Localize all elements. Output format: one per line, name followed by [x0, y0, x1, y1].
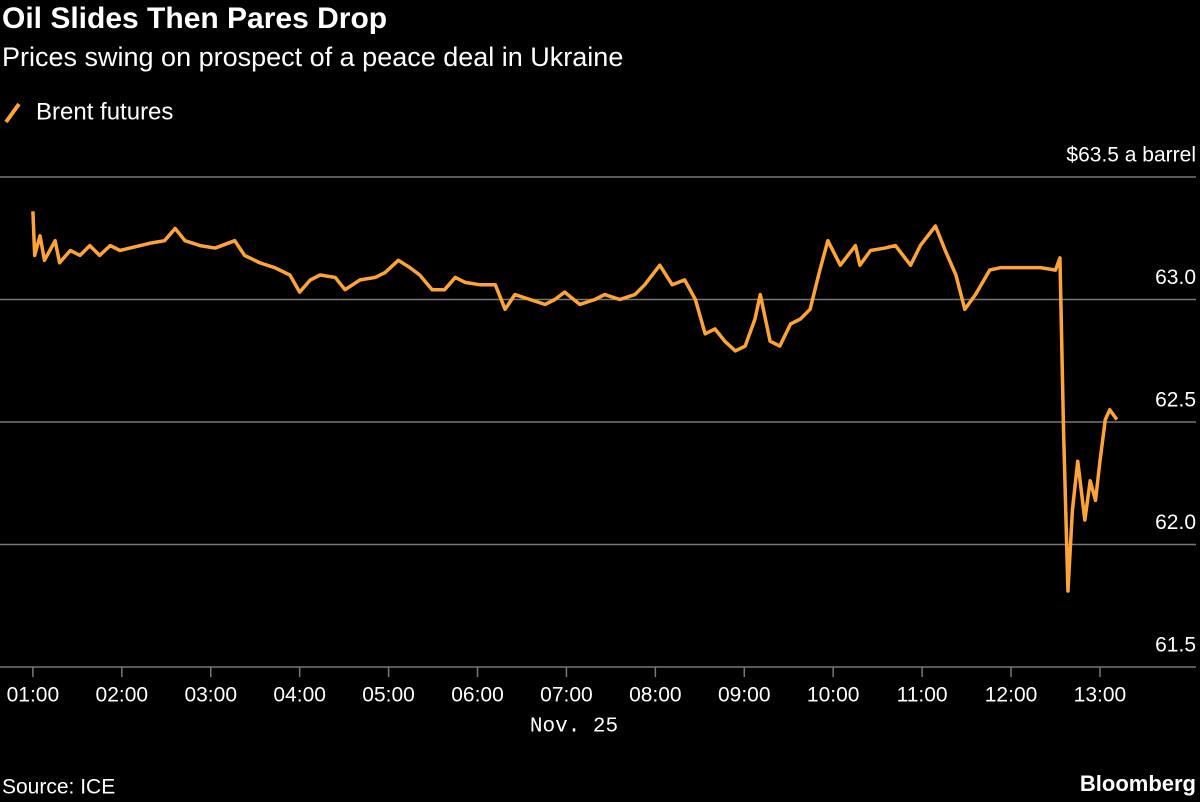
x-tick-label: 12:00 [985, 684, 1038, 707]
x-tick-label: 07:00 [540, 684, 593, 707]
legend-swatch [4, 102, 21, 124]
legend-label: Brent futures [36, 98, 173, 125]
x-tick-label: 10:00 [807, 684, 860, 707]
x-axis-label: Nov. 25 [530, 716, 618, 739]
y-tick-label: 63.0 [1155, 266, 1196, 289]
chart-title: Oil Slides Then Pares Drop [2, 2, 387, 35]
x-tick-label: 11:00 [897, 684, 948, 707]
x-tick-label: 05:00 [362, 684, 415, 707]
y-tick-label: 62.0 [1155, 511, 1196, 534]
x-tick-label: 09:00 [718, 684, 771, 707]
x-tick-label: 04:00 [273, 684, 326, 707]
x-tick-label: 06:00 [451, 684, 504, 707]
source: Source: ICE [2, 776, 115, 799]
chart-subtitle: Prices swing on prospect of a peace deal… [2, 42, 623, 72]
brand: Bloomberg [1080, 771, 1196, 796]
x-tick-label: 13:00 [1074, 684, 1127, 707]
x-tick-label: 08:00 [629, 684, 682, 707]
y-tick-label: 61.5 [1155, 634, 1196, 657]
y-tick-label: 62.5 [1155, 389, 1196, 412]
y-tick-label: $63.5 a barrel [1066, 144, 1196, 167]
x-tick-label: 02:00 [96, 684, 149, 707]
x-tick-label: 01:00 [7, 684, 60, 707]
x-tick-label: 03:00 [184, 684, 237, 707]
price-line [31, 211, 1119, 593]
